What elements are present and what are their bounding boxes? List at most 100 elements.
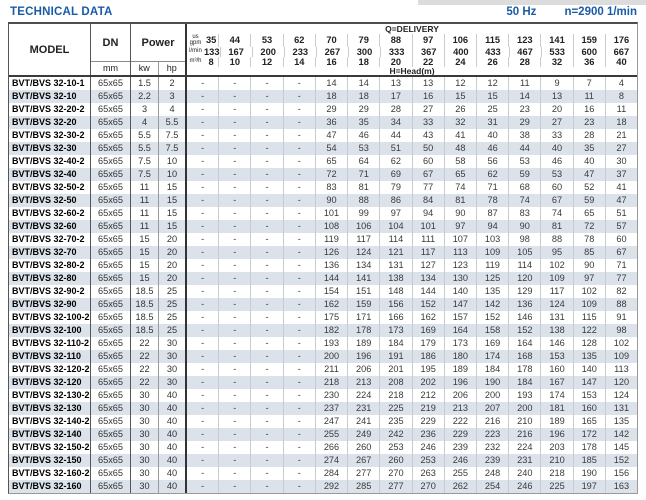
dn-column-header: DN mm — [91, 24, 131, 75]
head-value-cell: 189 — [445, 363, 477, 376]
head-value-cell: - — [284, 428, 316, 441]
kw-cell: 18.5 — [131, 298, 159, 311]
hp-unit-label: hp — [166, 63, 177, 73]
delivery-value-cell: 97 — [413, 34, 445, 47]
kw-cell: 30 — [131, 415, 159, 428]
delivery-title: Q=DELIVERY — [385, 24, 439, 34]
head-value-cell: - — [284, 311, 316, 324]
hp-cell: 20 — [159, 259, 187, 272]
head-value-cell: 16 — [574, 103, 606, 116]
head-value-cell: - — [219, 428, 252, 441]
model-cell: BVT/BVS 32-140 — [9, 428, 91, 441]
head-value-cell: 178 — [348, 324, 381, 337]
dn-cell: 65x65 — [91, 324, 131, 337]
head-value-cell: 23 — [574, 116, 606, 129]
head-value-cell: 125 — [477, 272, 510, 285]
head-value-cell: 13 — [541, 90, 574, 103]
head-value-cell: 260 — [348, 441, 381, 454]
kw-cell: 30 — [131, 467, 159, 480]
head-value-cell: 231 — [509, 454, 542, 467]
head-value-cell: 97 — [445, 220, 477, 233]
head-value-cell: 200 — [477, 389, 510, 402]
head-value-cell: 40 — [477, 129, 510, 142]
head-value-cell: - — [219, 311, 252, 324]
head-value-cell: 239 — [445, 441, 477, 454]
head-value-cell: 27 — [541, 116, 574, 129]
head-value-cell: - — [187, 246, 220, 259]
model-cell: BVT/BVS 32-30-2 — [9, 129, 91, 142]
head-value-cell: 169 — [413, 324, 445, 337]
delivery-value-cell: 123 — [509, 34, 542, 47]
head-value-cell: - — [251, 233, 284, 246]
head-value-cell: 237 — [316, 402, 349, 415]
head-value-cell: 124 — [348, 246, 381, 259]
head-value-cell: 120 — [613, 377, 630, 387]
head-value-cell: - — [219, 298, 252, 311]
model-cell: BVT/BVS 32-40-2 — [9, 155, 91, 168]
head-value-cell: - — [187, 376, 220, 389]
head-value-cell: - — [284, 402, 316, 415]
delivery-header-block: Q=DELIVERY us gpm 35 44 53 62 70 79 88 97 106 115 1… — [187, 24, 637, 75]
kw-cell: 15 — [131, 233, 159, 246]
head-value-cell: 101 — [316, 207, 349, 220]
delivery-value-cell: 20 — [380, 56, 413, 67]
head-value-cell: - — [251, 363, 284, 376]
head-value-cell: - — [187, 77, 220, 90]
kw-cell: 11 — [131, 181, 159, 194]
head-value-cell: 71 — [348, 168, 381, 181]
head-value-cell: - — [187, 259, 220, 272]
table-row: BVT/BVS 32-10-1 65x65 1.5 2- - - -14 14 13 13 12 12… — [9, 77, 637, 90]
delivery-value-cell: us gpm 35 — [187, 34, 220, 47]
dn-cell: 65x65 — [91, 350, 131, 363]
table-row: BVT/BVS 32-20-2 65x65 3 4- - - -29 29 28 27 26 25 23… — [9, 103, 637, 116]
kw-cell: 5.5 — [131, 142, 159, 155]
head-value-cell: 53 — [348, 142, 381, 155]
head-value-cell: 134 — [348, 259, 381, 272]
model-cell: BVT/BVS 32-160 — [9, 480, 91, 493]
unit-rows: us gpm 35 44 53 62 70 79 88 97 106 115 123 141 159 176… — [187, 34, 637, 67]
head-value-cell: 218 — [541, 467, 574, 480]
head-value-cell: 90 — [316, 194, 349, 207]
head-value-cell: 172 — [574, 428, 606, 441]
head-value-cell: 29 — [348, 103, 381, 116]
head-value-cell: 179 — [413, 337, 445, 350]
hp-cell: 15 — [159, 220, 187, 233]
hp-cell: 7.5 — [159, 129, 187, 142]
head-value-cell: - — [219, 415, 252, 428]
table-row: BVT/BVS 32-90-2 65x65 18.5 25- - - -154 151 148 1… — [9, 285, 637, 298]
head-value-cell: - — [251, 194, 284, 207]
head-value-cell: 239 — [477, 454, 510, 467]
head-value-cell: 102 — [541, 259, 574, 272]
head-value-cell: 182 — [316, 324, 349, 337]
kw-cell: 1.5 — [131, 77, 159, 90]
head-value-cell: 253 — [413, 454, 445, 467]
head-value-cell: 131 — [541, 311, 574, 324]
head-value-cell: 190 — [574, 467, 606, 480]
dn-cell: 65x65 — [91, 103, 131, 116]
head-value-cell: 65 — [316, 155, 349, 168]
head-value-cell: 211 — [316, 363, 349, 376]
head-value-cell: - — [251, 389, 284, 402]
head-value-cell: 141 — [348, 272, 381, 285]
head-value-cell: 28 — [574, 129, 606, 142]
head-value-cell: 47 — [616, 195, 627, 205]
delivery-value-cell: 267 — [317, 46, 349, 57]
model-cell: BVT/BVS 32-40 — [9, 168, 91, 181]
kw-cell: 30 — [131, 428, 159, 441]
delivery-value-cell: 141 — [541, 34, 574, 47]
head-value-cell: - — [187, 155, 220, 168]
head-value-cell: - — [219, 350, 252, 363]
table-row: BVT/BVS 32-120 65x65 22 30- - - -218 213 208 202 1… — [9, 376, 637, 389]
head-value-cell: - — [284, 181, 316, 194]
head-value-cell: 47 — [574, 168, 606, 181]
delivery-value-cell: 18 — [348, 56, 381, 67]
dn-cell: 65x65 — [91, 454, 131, 467]
head-value-cell: 18 — [348, 90, 381, 103]
head-value-cell: 207 — [477, 402, 510, 415]
head-value-cell: 62 — [477, 168, 510, 181]
head-value-cell: 140 — [574, 363, 606, 376]
head-value-cell: - — [187, 337, 220, 350]
head-value-cell: 60 — [413, 155, 445, 168]
delivery-value-cell: 233 — [285, 46, 317, 57]
head-value-cell: 94 — [413, 207, 445, 220]
